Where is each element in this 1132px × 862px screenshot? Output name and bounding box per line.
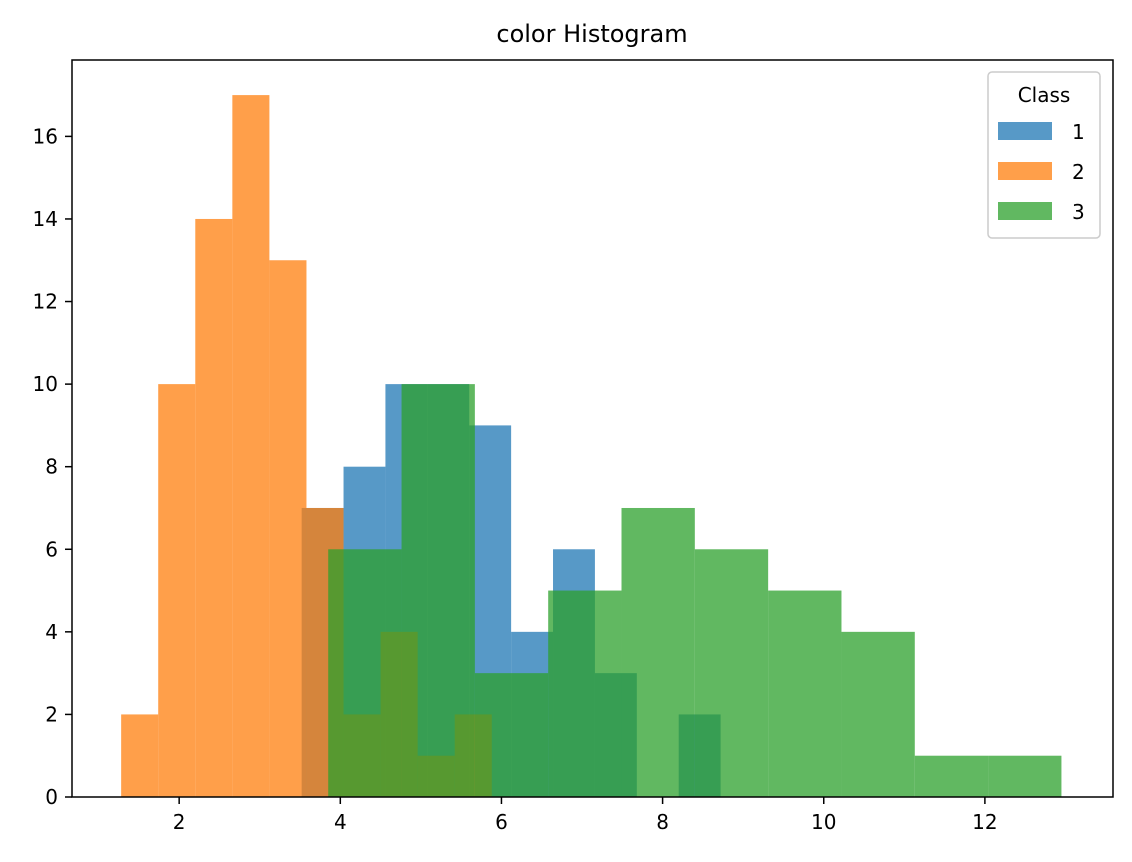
y-tick-label: 8 xyxy=(45,455,58,479)
x-tick-label: 2 xyxy=(173,810,186,834)
y-tick-label: 16 xyxy=(33,124,58,148)
series-3-bar xyxy=(474,673,549,797)
x-tick-label: 4 xyxy=(334,810,347,834)
legend-swatch-2 xyxy=(998,162,1052,180)
series-2-bar xyxy=(269,260,307,798)
x-tick-label: 10 xyxy=(811,810,836,834)
legend-swatch-1 xyxy=(998,122,1052,140)
legend-label-1: 1 xyxy=(1072,120,1085,144)
series-3-bar xyxy=(694,549,769,797)
series-3-bar xyxy=(401,384,475,797)
series-3-bar xyxy=(914,755,989,797)
series-3-bar xyxy=(548,590,622,797)
series-2-bar xyxy=(121,714,159,797)
chart-title: color Histogram xyxy=(496,20,687,48)
histogram-bars xyxy=(121,95,1062,798)
legend-label-2: 2 xyxy=(1072,160,1085,184)
series-3-bar xyxy=(621,507,695,797)
y-tick-label: 4 xyxy=(45,620,58,644)
y-tick-label: 6 xyxy=(45,537,58,561)
y-tick-label: 14 xyxy=(33,207,58,231)
series-3-bar xyxy=(768,590,842,797)
series-3-bar xyxy=(328,549,402,797)
legend-title: Class xyxy=(1018,83,1071,107)
legend-label-3: 3 xyxy=(1072,200,1085,224)
series-2-bar xyxy=(232,95,270,798)
y-tick-label: 10 xyxy=(33,372,58,396)
y-tick-label: 2 xyxy=(45,702,58,726)
legend-box xyxy=(987,71,1101,239)
y-tick-label: 12 xyxy=(33,290,58,314)
plot-frame xyxy=(71,59,1114,798)
y-tick-label: 0 xyxy=(45,785,58,809)
x-tick-label: 6 xyxy=(495,810,508,834)
x-tick-label: 8 xyxy=(656,810,669,834)
series-2-bar xyxy=(195,218,233,797)
series-2-bar xyxy=(158,384,196,797)
x-tick-label: 12 xyxy=(972,810,997,834)
series-3-bar xyxy=(841,631,915,797)
series-3-bar xyxy=(988,755,1062,797)
legend-swatch-3 xyxy=(998,202,1052,220)
